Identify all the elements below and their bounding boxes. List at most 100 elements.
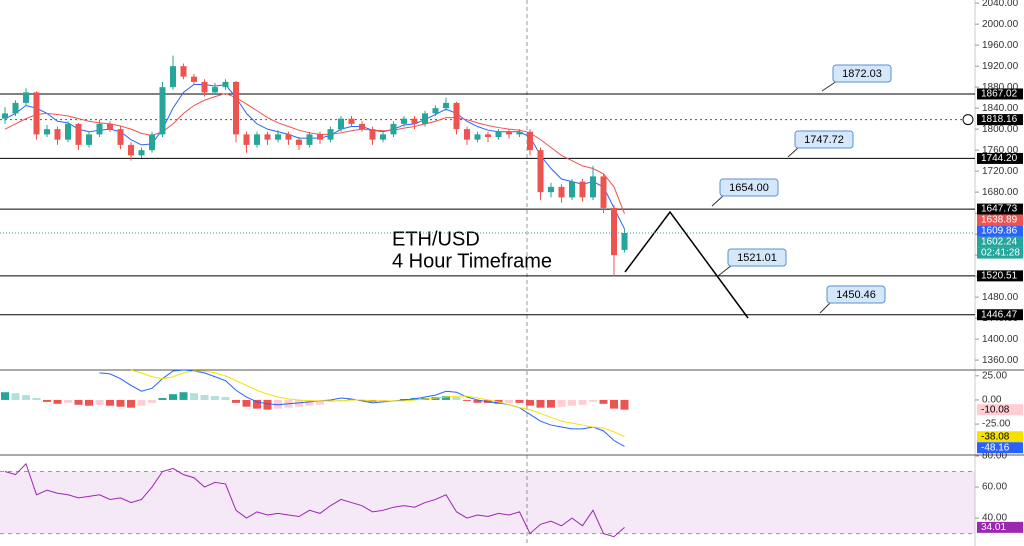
ma-label-bg <box>977 214 1023 226</box>
histogram-bar <box>253 399 261 409</box>
y-tick-label: 1960.00 <box>982 40 1019 51</box>
rsi-band <box>0 471 975 534</box>
histogram-bar <box>74 399 83 405</box>
histogram-bar <box>11 393 20 400</box>
histogram-bar <box>620 399 629 410</box>
histogram-bar <box>179 392 188 400</box>
candle-body <box>558 186 565 198</box>
candle-body <box>159 87 166 135</box>
y-tick-label: 0.00 <box>982 395 1002 406</box>
callout-pointer <box>717 264 733 277</box>
candle-body <box>170 66 176 88</box>
candle-body <box>180 66 187 77</box>
y-tick-label: 60.00 <box>982 482 1007 493</box>
level-label: 1520.51 <box>981 271 1018 282</box>
ma-label: 1638.89 <box>981 215 1018 226</box>
level-label: 1867.02 <box>981 89 1018 100</box>
level-label: 1744.20 <box>981 153 1018 164</box>
candle-body <box>117 129 124 145</box>
candle-body <box>317 134 323 140</box>
callout-box <box>794 130 854 149</box>
candle-body <box>590 176 596 198</box>
histogram-bar <box>127 399 135 408</box>
histogram-bar <box>526 399 534 406</box>
histogram-bar <box>599 399 608 404</box>
y-tick-label: 1680.00 <box>982 187 1019 198</box>
y-tick-label: 1920.00 <box>982 61 1019 72</box>
histogram-bar <box>232 399 240 403</box>
candle-body <box>569 181 575 198</box>
candle-body <box>201 81 208 93</box>
callout-pointer <box>711 194 725 207</box>
histogram-bar <box>263 399 272 410</box>
indicator-line <box>4 92 625 214</box>
level-label-bg <box>977 152 1023 164</box>
level-label-bg <box>977 270 1023 282</box>
histogram-bar <box>1 392 9 400</box>
badges: 1867.02 1818.16 1744.20 1647.731638.891609.… <box>977 88 1023 533</box>
candle-body <box>128 144 134 156</box>
candle-body <box>359 123 365 130</box>
candle-body <box>390 123 397 135</box>
callout-box <box>826 285 886 304</box>
price-label: 1602.24 <box>981 237 1018 248</box>
level-label: 1446.47 <box>981 309 1018 320</box>
histogram-bar <box>568 399 576 406</box>
histogram-bar <box>85 399 93 406</box>
ma-label-bg <box>977 225 1023 237</box>
candle-body <box>464 129 470 140</box>
candle-body <box>96 123 103 135</box>
y-tick-label: 1360.00 <box>982 355 1019 366</box>
level-label-bg <box>977 203 1023 215</box>
histogram-bar <box>536 399 545 408</box>
histogram-bar <box>242 399 251 407</box>
candle-body <box>149 134 155 151</box>
histogram-bar <box>106 399 114 406</box>
histogram-bar <box>190 393 198 400</box>
callout-pointer <box>787 146 800 158</box>
annotation: ETH/USD <box>392 228 480 250</box>
y-tick-label: 1760.00 <box>982 145 1019 156</box>
callout-label: 1654.00 <box>729 182 769 194</box>
histogram-bar <box>610 399 618 409</box>
level-label-bg <box>977 309 1023 321</box>
candle-body <box>453 102 460 130</box>
callout-pointer <box>821 80 838 92</box>
candle-body <box>138 150 145 156</box>
candle-body <box>75 123 82 145</box>
candle-body <box>443 102 449 109</box>
histogram-bar <box>169 394 177 400</box>
ma-label: 1609.86 <box>981 226 1018 237</box>
histogram-bar <box>137 399 146 406</box>
candle-body <box>65 123 71 140</box>
histogram-bar <box>452 397 461 400</box>
histogram-bar <box>578 399 587 405</box>
histogram-bar <box>557 399 566 407</box>
countdown: 02:41:28 <box>981 248 1020 259</box>
candle-body <box>254 134 260 145</box>
macd-label: -38.08 <box>981 431 1010 442</box>
indicator-line <box>4 462 625 538</box>
callout-pointer <box>819 301 832 314</box>
histogram-bar <box>589 399 597 402</box>
marker-label-bg <box>977 114 1023 126</box>
histogram-bar <box>515 399 524 403</box>
histogram-bar <box>116 399 125 407</box>
histogram-bar <box>158 398 167 400</box>
histogram-bar <box>95 399 104 405</box>
macd-label-bg <box>977 431 1023 443</box>
candle-body <box>233 81 239 135</box>
candle-body <box>348 118 355 124</box>
histogram-bar <box>148 399 156 403</box>
indicator-line <box>130 369 625 438</box>
candle-body <box>86 134 92 145</box>
candle-body <box>422 113 428 124</box>
histogram-bar <box>200 395 209 400</box>
candle-body <box>275 134 281 140</box>
candle-body <box>621 232 628 250</box>
candle-body <box>243 134 250 145</box>
y-tick-label: 40.00 <box>982 513 1007 524</box>
marker-icon <box>962 114 974 126</box>
candle-body <box>579 181 586 198</box>
histogram-label-bg <box>977 404 1023 416</box>
